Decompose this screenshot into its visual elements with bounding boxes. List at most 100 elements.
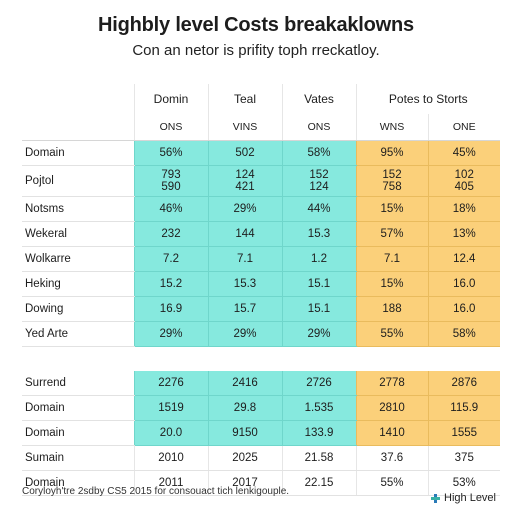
table-cell: 144 — [207, 221, 282, 247]
row-label: Yed Arte — [22, 321, 134, 347]
legend: High Level — [431, 492, 496, 504]
table-cell: 7.2 — [133, 246, 208, 272]
column-subheader: ONS — [281, 114, 356, 141]
gap-cell — [356, 346, 428, 371]
table-cell: 29.8 — [207, 395, 282, 421]
table-cell: 232 — [133, 221, 208, 247]
subheader-row: ONS VINS ONS WNS ONE — [22, 114, 501, 141]
cell-line: 152 — [309, 169, 329, 181]
table-cell: 18% — [427, 196, 501, 222]
header-row: Domin Teal Vates Potes to Storts — [22, 84, 501, 114]
table-cell: 55% — [355, 321, 428, 347]
table-cell: 15.7 — [207, 296, 282, 322]
row-label: Domain — [22, 395, 134, 421]
cell-line: 152 — [382, 169, 402, 181]
table-cell: 21.58 — [281, 445, 356, 471]
table-cell: 7.1 — [355, 246, 428, 272]
table-cell: 56% — [133, 140, 208, 166]
pinwheel-icon — [431, 493, 441, 503]
table-cell: 29% — [281, 321, 356, 347]
table-cell: 95% — [355, 140, 428, 166]
chart-subtitle: Con an netor is prifity toph rreckatloy. — [132, 42, 380, 59]
row-label: Domain — [22, 420, 134, 446]
table-cell: 2011 — [133, 470, 208, 496]
table-row: Notsms 46% 29% 44% 15% 18% — [22, 196, 501, 222]
table-cell: 793 590 — [133, 165, 208, 197]
table-cell: 2017 — [207, 470, 282, 496]
table-cell: 502 — [207, 140, 282, 166]
cell-line: 124 — [309, 181, 329, 193]
section-gap — [22, 346, 501, 371]
table-cell: 44% — [281, 196, 356, 222]
row-label: Wolkarre — [22, 246, 134, 272]
table-cell: 15.3 — [281, 221, 356, 247]
table-cell: 20.0 — [133, 420, 208, 446]
cost-table: Domin Teal Vates Potes to Storts ONS VIN… — [22, 84, 501, 496]
table-cell: 15.3 — [207, 271, 282, 297]
column-header: Vates — [281, 84, 356, 114]
table-cell: 29% — [207, 196, 282, 222]
row-label: Surrend — [22, 371, 134, 396]
table-row: Pojtol 793 590 124 421 152 124 152 758 102 405 — [22, 165, 501, 197]
column-subheader: ONS — [133, 114, 208, 141]
table-cell: 2416 — [207, 371, 282, 396]
cell-line: 405 — [454, 181, 474, 193]
table-cell: 2025 — [207, 445, 282, 471]
table-cell: 2876 — [427, 371, 501, 396]
table-row: Domain 20.0 9150 133.9 1410 1555 — [22, 420, 501, 446]
column-header: Potes to Storts — [355, 84, 501, 114]
table-cell: 7.1 — [207, 246, 282, 272]
cell-line: 421 — [235, 181, 255, 193]
table-row: Heking 15.2 15.3 15.1 15% 16.0 — [22, 271, 501, 297]
table-cell: 55% — [355, 470, 428, 496]
table-cell: 152 758 — [355, 165, 428, 197]
gap-cell — [22, 346, 134, 371]
cell-line: 590 — [161, 181, 181, 193]
column-subheader: WNS — [355, 114, 428, 141]
gap-cell — [208, 346, 282, 371]
column-subheader: VINS — [207, 114, 282, 141]
row-label: Sumain — [22, 445, 134, 471]
table-cell: 13% — [427, 221, 501, 247]
table-row: Wolkarre 7.2 7.1 1.2 7.1 12.4 — [22, 246, 501, 272]
row-label: Wekeral — [22, 221, 134, 247]
row-label: Pojtol — [22, 165, 134, 197]
chart-title: Highbly level Costs breakaklowns — [98, 14, 414, 36]
table-cell: 22.15 — [281, 470, 356, 496]
gap-cell — [282, 346, 356, 371]
table-cell: 37.6 — [355, 445, 428, 471]
table-cell: 15.1 — [281, 271, 356, 297]
row-label: Domain — [22, 470, 134, 496]
table-cell: 2810 — [355, 395, 428, 421]
table-row: Surrend 2276 2416 2726 2778 2876 — [22, 371, 501, 396]
table-cell: 12.4 — [427, 246, 501, 272]
gap-cell — [428, 346, 501, 371]
row-label: Heking — [22, 271, 134, 297]
table-cell: 2726 — [281, 371, 356, 396]
header-corner — [22, 84, 134, 114]
gap-cell — [134, 346, 208, 371]
row-label: Dowing — [22, 296, 134, 322]
cell-line: 758 — [382, 181, 402, 193]
table-cell: 102 405 — [427, 165, 501, 197]
table-cell: 188 — [355, 296, 428, 322]
row-label: Notsms — [22, 196, 134, 222]
table-cell: 1.535 — [281, 395, 356, 421]
table-cell: 16.0 — [427, 296, 501, 322]
table-cell: 58% — [281, 140, 356, 166]
cell-line: 124 — [235, 169, 255, 181]
table-cell: 133.9 — [281, 420, 356, 446]
table-cell: 57% — [355, 221, 428, 247]
table-cell: 29% — [133, 321, 208, 347]
table-cell: 2010 — [133, 445, 208, 471]
column-header: Domin — [133, 84, 208, 114]
table-cell: 115.9 — [427, 395, 501, 421]
table-cell: 29% — [207, 321, 282, 347]
table-cell: 2276 — [133, 371, 208, 396]
table-cell: 1.2 — [281, 246, 356, 272]
table-cell: 16.0 — [427, 271, 501, 297]
table-cell: 15% — [355, 196, 428, 222]
legend-label: High Level — [444, 492, 496, 504]
table-cell: 124 421 — [207, 165, 282, 197]
table-row: Wekeral 232 144 15.3 57% 13% — [22, 221, 501, 247]
